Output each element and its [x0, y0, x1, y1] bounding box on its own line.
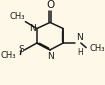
Text: S: S: [18, 45, 24, 54]
Text: N: N: [76, 33, 83, 42]
Text: O: O: [46, 0, 54, 10]
Text: N: N: [29, 24, 36, 33]
Text: CH₃: CH₃: [89, 44, 105, 53]
Text: CH₃: CH₃: [0, 51, 16, 60]
Text: N: N: [47, 52, 53, 61]
Text: CH₃: CH₃: [9, 12, 25, 21]
Text: H: H: [77, 48, 83, 57]
